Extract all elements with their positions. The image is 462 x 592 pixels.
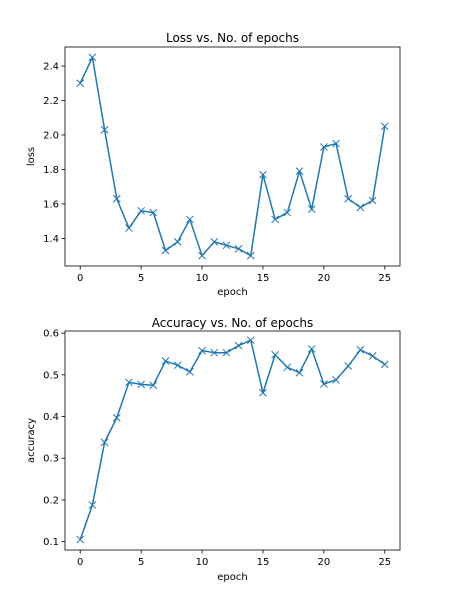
accuracy-data-point <box>246 336 255 345</box>
loss-data-point <box>332 139 340 148</box>
accuracy-data-point <box>112 413 121 422</box>
accuracy-data-point <box>149 381 158 390</box>
loss-x-tick-label: 25 <box>378 273 391 284</box>
accuracy-y-tick-label: 0.6 <box>43 329 59 340</box>
accuracy-data-point <box>161 357 170 365</box>
loss-data-point <box>100 125 109 134</box>
accuracy-chart: Accuracy vs. No. of epochs 0 5 10 15 20 25 0.1 0… <box>26 316 401 583</box>
accuracy-data-point <box>137 380 145 389</box>
accuracy-data-point <box>222 348 231 357</box>
accuracy-data-point <box>125 378 133 387</box>
accuracy-y-tick-label: 0.5 <box>43 370 59 381</box>
accuracy-y-tick-label: 0.4 <box>43 412 59 423</box>
loss-data-point <box>234 244 243 253</box>
loss-data-point <box>307 205 316 213</box>
loss-y-axis-label: loss <box>26 147 37 166</box>
accuracy-data-point <box>320 380 328 388</box>
accuracy-data-point <box>380 360 389 369</box>
loss-data-point <box>320 143 328 151</box>
accuracy-y-tick-label: 0.1 <box>43 537 59 548</box>
accuracy-data-point <box>283 363 292 372</box>
loss-data-point <box>271 215 279 224</box>
accuracy-data-point <box>368 352 377 360</box>
loss-data-point <box>137 206 145 215</box>
accuracy-data-point <box>259 388 267 397</box>
loss-y-tick-label: 1.4 <box>43 234 59 245</box>
loss-plot-frame <box>64 46 401 267</box>
accuracy-x-axis-label: epoch <box>217 572 247 583</box>
accuracy-data-point <box>332 375 340 384</box>
accuracy-data-point <box>173 361 182 370</box>
loss-data-point <box>125 224 133 232</box>
loss-data-point <box>246 251 255 260</box>
accuracy-x-tick-label: 0 <box>77 557 83 568</box>
loss-y-tick-label: 2.2 <box>43 96 59 107</box>
loss-data-point <box>380 122 389 131</box>
accuracy-plot-frame <box>64 330 401 551</box>
loss-chart-title: Loss vs. No. of epochs <box>166 31 299 45</box>
accuracy-data-point <box>100 438 109 447</box>
loss-x-tick-label: 5 <box>138 273 144 284</box>
accuracy-y-tick-label: 0.2 <box>43 495 59 506</box>
loss-data-point <box>344 194 353 203</box>
accuracy-data-point <box>344 362 353 370</box>
accuracy-x-tick-label: 5 <box>138 557 144 568</box>
accuracy-data-point <box>186 368 194 376</box>
loss-data-point <box>259 170 267 179</box>
accuracy-data-point <box>198 346 206 355</box>
accuracy-x-tick-label: 15 <box>257 557 270 568</box>
loss-data-point <box>76 79 85 88</box>
loss-y-tick-label: 1.8 <box>43 165 59 176</box>
loss-data-point <box>295 167 304 176</box>
accuracy-series-line <box>79 339 386 540</box>
accuracy-x-tick-label: 10 <box>196 557 209 568</box>
loss-x-tick-label: 0 <box>77 273 83 284</box>
accuracy-data-point <box>210 348 219 357</box>
accuracy-x-tick-label: 25 <box>378 557 391 568</box>
accuracy-data-point <box>356 345 365 354</box>
loss-y-tick-label: 1.6 <box>43 199 59 210</box>
loss-data-point <box>88 53 97 62</box>
accuracy-data-point <box>76 535 85 544</box>
loss-data-point <box>222 241 231 250</box>
accuracy-y-axis-label: accuracy <box>26 418 37 463</box>
loss-x-tick-label: 15 <box>257 273 270 284</box>
loss-data-point <box>356 203 365 212</box>
accuracy-x-tick-label: 20 <box>317 557 330 568</box>
loss-data-point <box>283 208 292 217</box>
accuracy-data-point <box>307 345 316 353</box>
accuracy-data-point <box>295 368 304 377</box>
loss-data-point <box>161 246 170 255</box>
loss-y-tick-label: 2.0 <box>43 130 59 141</box>
accuracy-y-tick-label: 0.3 <box>43 454 59 465</box>
loss-data-point <box>198 251 206 260</box>
loss-data-point <box>112 194 121 203</box>
accuracy-chart-title: Accuracy vs. No. of epochs <box>152 316 314 330</box>
loss-chart: Loss vs. No. of epochs 0 5 10 15 20 25 1.4 1.6 1.… <box>26 31 401 298</box>
loss-series-line <box>79 56 386 257</box>
loss-data-point <box>368 196 377 205</box>
accuracy-data-point <box>88 501 97 509</box>
loss-data-point <box>173 238 182 246</box>
loss-data-point <box>186 215 194 224</box>
loss-data-point <box>149 208 158 217</box>
loss-x-axis-label: epoch <box>217 287 247 298</box>
loss-x-tick-label: 10 <box>196 273 209 284</box>
loss-x-tick-label: 20 <box>317 273 330 284</box>
loss-y-tick-label: 2.4 <box>43 61 59 72</box>
accuracy-data-point <box>271 350 279 359</box>
loss-data-point <box>210 238 219 246</box>
accuracy-data-point <box>234 341 243 350</box>
